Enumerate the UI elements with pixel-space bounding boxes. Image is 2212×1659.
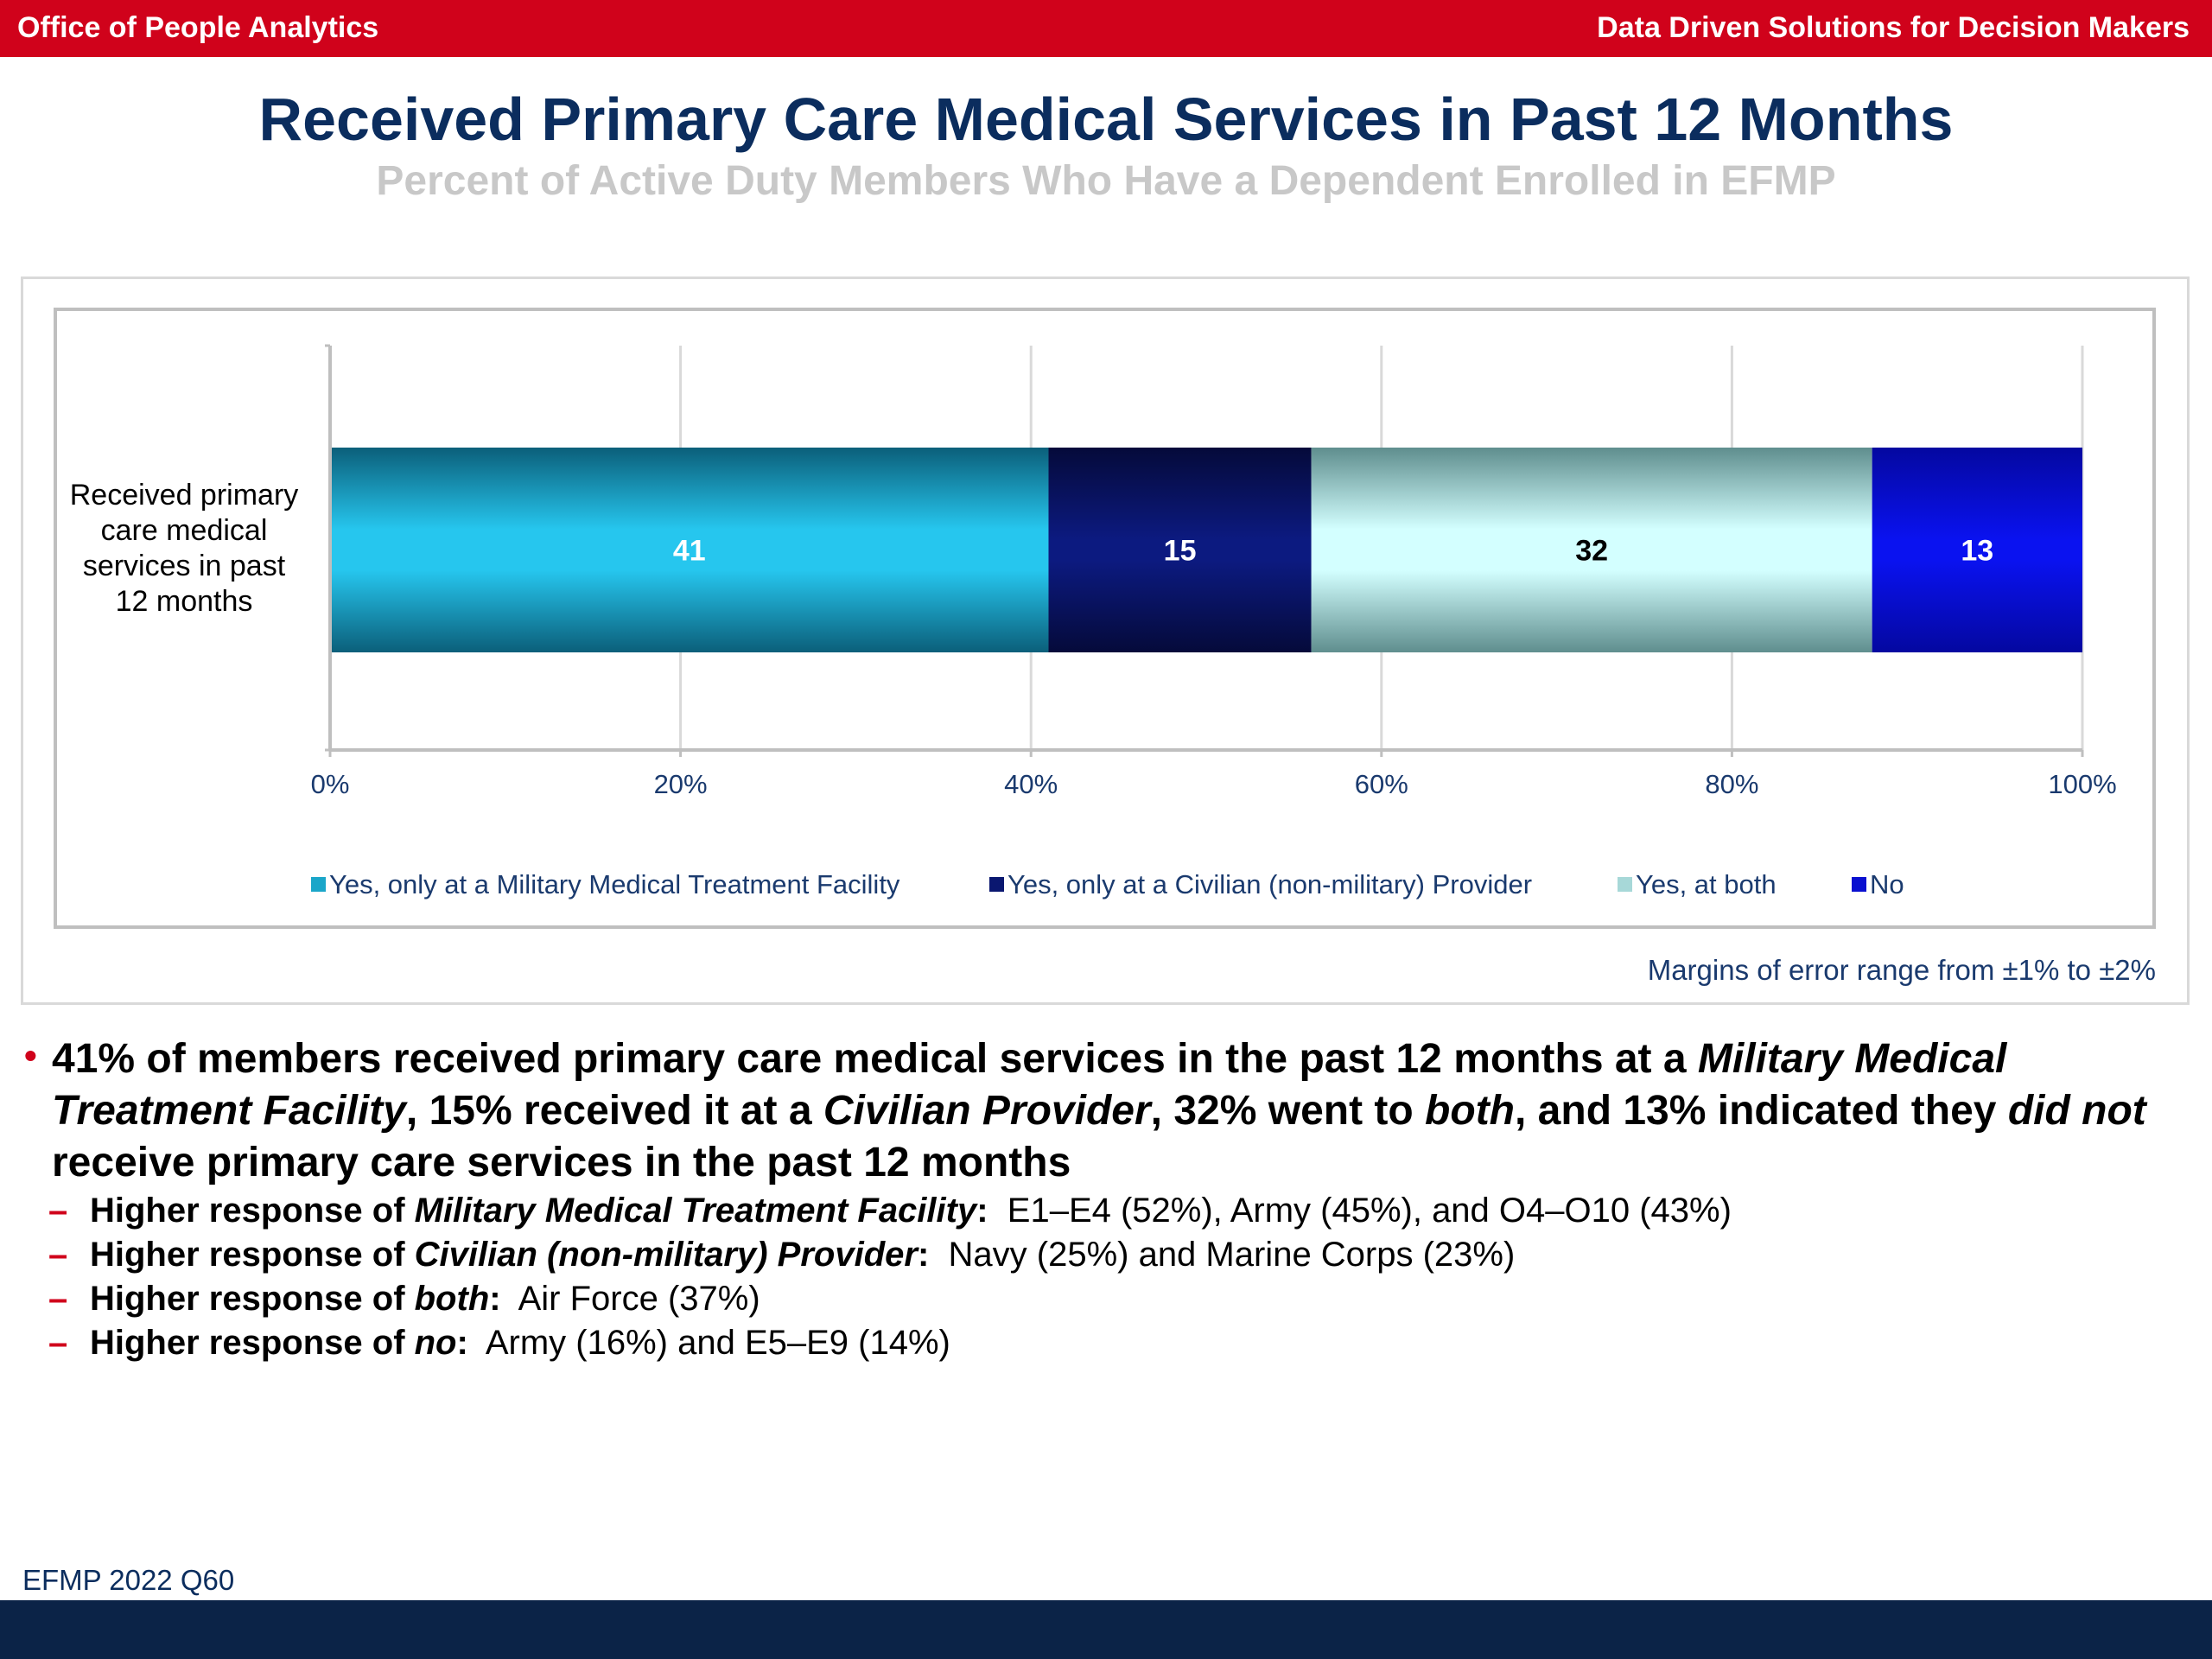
- finding-text-run: Military Medical Treatment Facility: [52, 1036, 2007, 1134]
- sub-finding-detail: Navy (25%) and Marine Corps (23%): [929, 1236, 1516, 1274]
- bullet-dot-icon: •: [24, 1035, 37, 1076]
- findings-list: • 41% of members received primary care m…: [24, 1033, 2167, 1365]
- category-label-line: services in past: [83, 550, 286, 582]
- legend-swatch: [311, 877, 326, 893]
- data-labels: 41 15 32 13: [673, 535, 1993, 568]
- sub-finding: – Higher response of both: Air Force (37%…: [24, 1277, 2167, 1321]
- bar-segments: [330, 448, 2082, 652]
- sub-finding-lead: Higher response of both:: [90, 1280, 501, 1318]
- sub-finding-lead: Higher response of Civilian (non-militar…: [90, 1236, 930, 1274]
- axes: 0% 20% 40% 60% 80% 100%: [311, 344, 2117, 799]
- x-tick-label: 20%: [654, 769, 708, 799]
- data-label-3: 32: [1575, 535, 1608, 568]
- legend-item: No: [1852, 869, 1904, 900]
- finding-text-run: did not: [2007, 1088, 2146, 1134]
- category-label-line: Received primary: [70, 479, 299, 512]
- dash-bullet-icon: –: [48, 1324, 68, 1362]
- legend-swatch: [1618, 877, 1632, 893]
- x-tick-label: 40%: [1004, 769, 1058, 799]
- chart-plot-frame: [54, 308, 2156, 929]
- data-label-2: 15: [1164, 535, 1197, 568]
- x-tick-label: 80%: [1705, 769, 1758, 799]
- header-tagline: Data Driven Solutions for Decision Maker…: [1597, 11, 2190, 44]
- footer-bar: [0, 1600, 2212, 1659]
- finding-text-run: , 15% received it at a: [405, 1088, 823, 1134]
- data-label-4: 13: [1961, 535, 1993, 568]
- chart-outer-frame: [21, 276, 2190, 1005]
- finding-text-run: both: [1425, 1088, 1515, 1134]
- legend-label: Yes, only at a Civilian (non-military) P…: [1007, 869, 1533, 899]
- page-title: Received Primary Care Medical Services i…: [258, 86, 1954, 153]
- source-footnote: EFMP 2022 Q60: [22, 1564, 235, 1596]
- bar-segment-1: [330, 448, 1049, 652]
- legend-item: Yes, only at a Military Medical Treatmen…: [311, 869, 899, 900]
- chart-legend: Yes, only at a Military Medical Treatmen…: [0, 869, 2212, 904]
- finding-text-run: Civilian Provider: [823, 1088, 1151, 1134]
- dash-bullet-icon: –: [48, 1236, 68, 1274]
- header-bar: Office of People Analytics Data Driven S…: [0, 0, 2212, 57]
- page-subtitle: Percent of Active Duty Members Who Have …: [376, 158, 1836, 204]
- data-label-1: 41: [673, 535, 706, 568]
- sub-finding-detail: E1–E4 (52%), Army (45%), and O4–O10 (43%…: [988, 1192, 1732, 1230]
- category-label: Received primary care medical services in …: [70, 479, 299, 618]
- margin-of-error-note: Margins of error range from ±1% to ±2%: [1647, 954, 2156, 986]
- bar-segment-3: [1311, 448, 1872, 652]
- sub-finding-detail: Army (16%) and E5–E9 (14%): [467, 1324, 950, 1362]
- x-tick-label: 100%: [2048, 769, 2116, 799]
- x-tick-label: 60%: [1355, 769, 1408, 799]
- legend-label: No: [1870, 869, 1904, 899]
- legend-label: Yes, at both: [1636, 869, 1777, 899]
- finding-text-run: 41% of members received primary care med…: [52, 1036, 1698, 1082]
- sub-finding: – Higher response of no: Army (16%) and E…: [24, 1321, 2167, 1365]
- finding-text-run: , and 13% indicated they: [1515, 1088, 2008, 1134]
- finding-text-run: receive primary care services in the pas…: [52, 1140, 1071, 1185]
- category-label-line: care medical: [101, 514, 268, 547]
- sub-finding-lead: Higher response of Military Medical Trea…: [90, 1192, 988, 1230]
- dash-bullet-icon: –: [48, 1192, 68, 1230]
- sub-findings: – Higher response of Military Medical Tre…: [24, 1189, 2167, 1365]
- category-label-line: 12 months: [116, 585, 253, 618]
- legend-item: Yes, only at a Civilian (non-military) P…: [989, 869, 1532, 900]
- sub-finding-detail: Air Force (37%): [500, 1280, 760, 1318]
- legend-swatch: [1852, 877, 1866, 893]
- legend-label: Yes, only at a Military Medical Treatmen…: [329, 869, 900, 899]
- x-tick-label: 0%: [311, 769, 350, 799]
- bar-segment-4: [1872, 448, 2082, 652]
- sub-finding: – Higher response of Civilian (non-milita…: [24, 1233, 2167, 1277]
- finding-text-run: , 32% went to: [1150, 1088, 1426, 1134]
- legend-item: Yes, at both: [1618, 869, 1777, 900]
- dash-bullet-icon: –: [48, 1280, 68, 1318]
- legend-swatch: [989, 877, 1004, 893]
- sub-finding-lead: Higher response of no:: [90, 1324, 468, 1362]
- main-finding: • 41% of members received primary care m…: [24, 1033, 2167, 1189]
- sub-finding: – Higher response of Military Medical Tre…: [24, 1189, 2167, 1233]
- main-finding-text: 41% of members received primary care med…: [52, 1036, 2146, 1185]
- header-org-name: Office of People Analytics: [17, 11, 379, 44]
- bar-segment-2: [1048, 448, 1312, 652]
